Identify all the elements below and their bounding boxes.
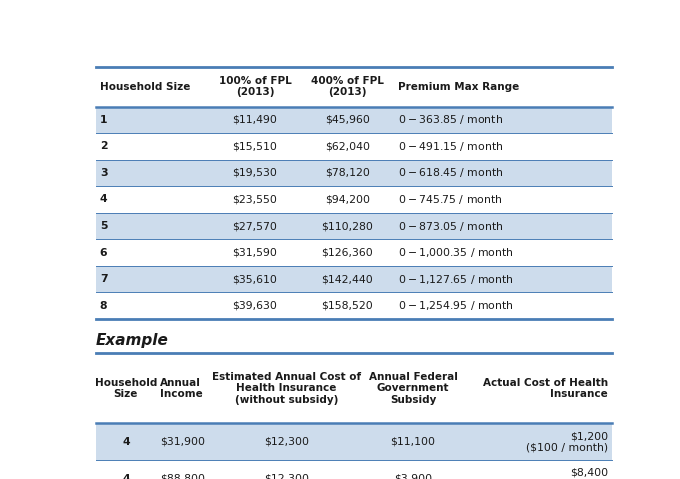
Text: $88,800: $88,800 (160, 474, 205, 479)
Text: 400% of FPL
(2013): 400% of FPL (2013) (311, 76, 384, 97)
Text: $12,300: $12,300 (264, 474, 309, 479)
Text: $19,530: $19,530 (233, 168, 277, 178)
Text: $11,100: $11,100 (390, 437, 436, 447)
Text: $15,510: $15,510 (233, 141, 277, 151)
Text: $31,900: $31,900 (160, 437, 205, 447)
Text: $45,960: $45,960 (325, 115, 370, 125)
Text: $158,520: $158,520 (322, 301, 373, 311)
Bar (95, 423, 612, 460)
Bar (95, 160, 612, 186)
Text: 6: 6 (100, 248, 107, 258)
Bar (95, 266, 612, 292)
Text: $0 - $491.15 / month: $0 - $491.15 / month (398, 140, 503, 153)
Text: $31,590: $31,590 (233, 248, 277, 258)
Text: $126,360: $126,360 (322, 248, 373, 258)
Text: $0 - $745.75 / month: $0 - $745.75 / month (398, 193, 502, 206)
Text: $39,630: $39,630 (233, 301, 277, 311)
Text: $3,900: $3,900 (394, 474, 432, 479)
Text: 4: 4 (100, 194, 107, 205)
Text: Actual Cost of Health
Insurance: Actual Cost of Health Insurance (483, 377, 608, 399)
Text: $78,120: $78,120 (325, 168, 370, 178)
Text: Annual Federal
Government
Subsidy: Annual Federal Government Subsidy (369, 372, 458, 405)
Text: $62,040: $62,040 (324, 141, 370, 151)
Text: 4: 4 (122, 437, 130, 447)
Text: Annual
Income: Annual Income (160, 377, 203, 399)
Text: $1,200
($100 / month): $1,200 ($100 / month) (526, 431, 608, 453)
Text: Premium Max Range: Premium Max Range (398, 81, 519, 91)
Text: $35,610: $35,610 (233, 274, 277, 284)
Text: 7: 7 (100, 274, 107, 284)
Text: 2: 2 (100, 141, 107, 151)
Text: $12,300: $12,300 (264, 437, 309, 447)
Text: Example: Example (95, 333, 169, 348)
Text: 4: 4 (122, 474, 130, 479)
Bar (95, 213, 612, 240)
Text: $27,570: $27,570 (233, 221, 277, 231)
Text: 8: 8 (100, 301, 107, 311)
Bar (95, 106, 612, 133)
Text: $11,490: $11,490 (233, 115, 277, 125)
Text: Household Size: Household Size (100, 81, 190, 91)
Text: $0 - $873.05 / month: $0 - $873.05 / month (398, 219, 503, 232)
Text: 1: 1 (100, 115, 107, 125)
Text: Estimated Annual Cost of
Health Insurance
(without subsidy): Estimated Annual Cost of Health Insuranc… (212, 372, 361, 405)
Text: $110,280: $110,280 (321, 221, 373, 231)
Text: $0 - $618.45 / month: $0 - $618.45 / month (398, 166, 503, 180)
Text: $0 - $1,000.35 / month: $0 - $1,000.35 / month (398, 246, 513, 259)
Text: 3: 3 (100, 168, 107, 178)
Text: $0 - $1,127.65 / month: $0 - $1,127.65 / month (398, 273, 513, 285)
Text: 5: 5 (100, 221, 107, 231)
Text: $23,550: $23,550 (233, 194, 277, 205)
Text: $8,400
($700 / month): $8,400 ($700 / month) (526, 468, 608, 479)
Text: 100% of FPL
(2013): 100% of FPL (2013) (218, 76, 291, 97)
Text: $0 - $363.85 / month: $0 - $363.85 / month (398, 114, 503, 126)
Text: Household
Size: Household Size (95, 377, 157, 399)
Text: $142,440: $142,440 (322, 274, 373, 284)
Text: $0 - $1,254.95 / month: $0 - $1,254.95 / month (398, 299, 513, 312)
Text: $94,200: $94,200 (324, 194, 370, 205)
